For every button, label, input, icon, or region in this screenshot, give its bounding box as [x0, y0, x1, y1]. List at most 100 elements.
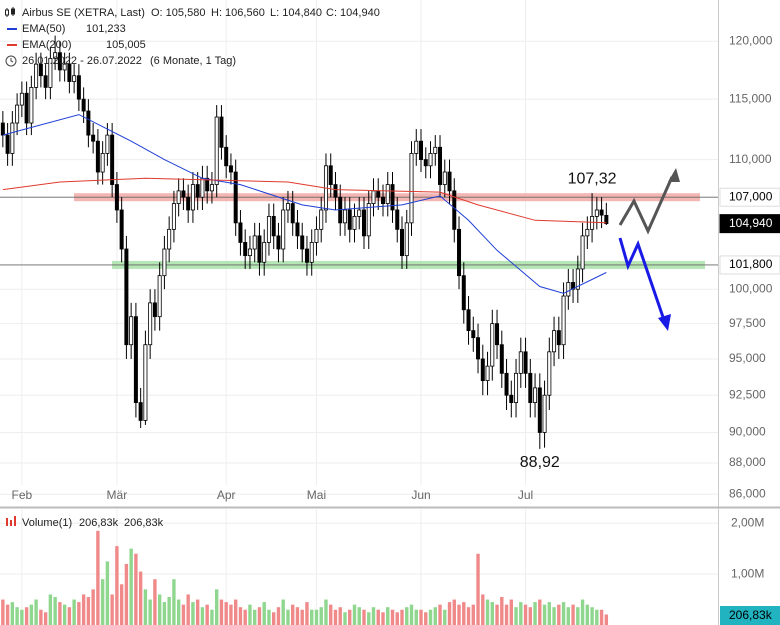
candle-body [428, 153, 433, 167]
candle-body [390, 184, 395, 211]
volume-bar [395, 612, 399, 625]
volume-bar [381, 612, 385, 625]
volume-bar [300, 609, 304, 625]
volume-bar [519, 602, 523, 625]
volume-bar [77, 602, 81, 625]
volume-bar [352, 604, 357, 625]
candle-body [295, 222, 300, 237]
volume-bar [414, 609, 418, 625]
candle-body [53, 52, 58, 59]
volume-bar [105, 561, 110, 625]
candle-body [157, 275, 162, 318]
candle-body [129, 316, 134, 346]
volume-bar [390, 609, 395, 625]
volume-bar [314, 609, 319, 625]
volume-bar [504, 604, 509, 625]
volume-bar [457, 604, 461, 625]
volume-bar [153, 579, 157, 625]
volume-bar [195, 599, 200, 625]
candle-body [143, 344, 148, 421]
volume-bar [343, 612, 347, 625]
volume-bar [599, 609, 604, 625]
volume-bar [100, 579, 105, 625]
candle-body [243, 242, 248, 257]
candle-body [328, 165, 333, 185]
candle-body [457, 228, 462, 277]
x-tick-label: Mai [307, 488, 326, 502]
price-label: 101,800 [729, 257, 773, 271]
candle-body [319, 209, 324, 230]
candle-body [423, 159, 428, 167]
y-tick-label: 90,000 [729, 425, 766, 439]
candle-body [594, 209, 599, 217]
candle-body [257, 235, 262, 263]
volume-bar [96, 530, 100, 625]
candle-body [100, 153, 105, 173]
volume-bar [134, 553, 138, 625]
candle-body [247, 248, 252, 257]
candle-body [148, 302, 153, 346]
volume-bar [571, 604, 575, 625]
volume-icon [6, 518, 8, 526]
candle-body [442, 171, 447, 185]
volume-bar [386, 607, 390, 625]
volume-bar [595, 609, 599, 625]
candle-body [575, 268, 580, 290]
scenario-arrow-down [618, 237, 666, 321]
candle-body [228, 165, 233, 173]
candle-body [599, 209, 604, 216]
volume-bar [10, 602, 15, 625]
volume-bar [1, 599, 5, 625]
y-tick-label: 92,500 [729, 387, 766, 401]
volume-bar [252, 609, 257, 625]
candle-body [91, 134, 96, 142]
volume-bar [115, 546, 119, 625]
ema-line [2, 114, 607, 294]
candle-body [447, 171, 452, 192]
volume-bar [157, 594, 162, 625]
ohlc-label: L: 104,840 [270, 7, 322, 19]
candle-body [266, 216, 271, 243]
arrow-head [658, 314, 671, 331]
volume-bar [319, 607, 323, 625]
candle-body [552, 330, 557, 353]
volume-bar [348, 609, 352, 625]
volume-bar [181, 604, 186, 625]
volume-bar [409, 604, 414, 625]
volume-last-label: 206,83k [729, 608, 773, 622]
candle-body [523, 351, 528, 374]
candle-body [38, 63, 43, 77]
candle-body [380, 196, 385, 204]
volume-bar [110, 594, 114, 625]
candle-body [533, 387, 538, 403]
candle-body [152, 302, 157, 318]
volume-bar [233, 599, 238, 625]
ohlc-label: O: 105,580 [151, 7, 205, 19]
y-tick-label: 2,00M [731, 515, 764, 529]
candle-body [43, 75, 48, 88]
header: Airbus SE (XETRA, Last) O: 105,580 H: 10… [5, 7, 380, 67]
candle-body [181, 190, 186, 198]
volume-icon [10, 520, 12, 526]
volume-bar [471, 604, 475, 625]
candle-body [224, 146, 229, 167]
volume-bar [452, 599, 456, 625]
candle-body [219, 116, 224, 148]
candle-body [176, 190, 181, 204]
x-tick-label: Apr [217, 488, 236, 502]
candle-body [347, 209, 352, 230]
candle-body [300, 235, 305, 250]
volume-bar [305, 602, 309, 625]
volume-bar [438, 604, 442, 625]
y-tick-label: 95,000 [729, 351, 766, 365]
volume-bar [357, 607, 361, 625]
volume-bar [176, 599, 181, 625]
volume-bar [257, 607, 262, 625]
volume-bar [447, 602, 452, 625]
volume-bar [405, 607, 409, 625]
volume-legend: Volume(1) [22, 517, 72, 529]
ohlc-label: C: 104,940 [326, 7, 380, 19]
legend: EMA(50) 101,233 EMA(200) 105,005 Volume(1) 20… [6, 23, 164, 529]
candle-body [604, 214, 609, 225]
